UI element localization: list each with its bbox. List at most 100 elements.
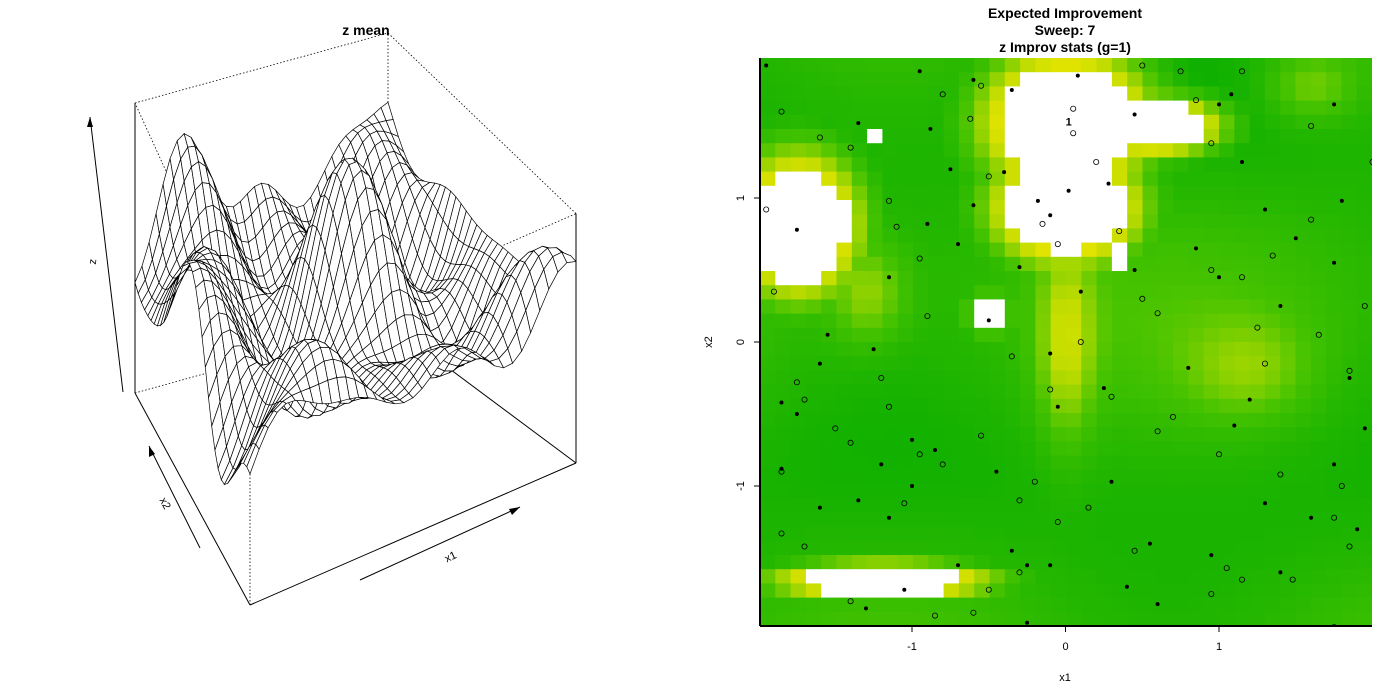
heatmap-cell bbox=[1188, 58, 1205, 73]
heatmap-cell bbox=[1081, 441, 1098, 457]
heatmap-cell bbox=[1356, 356, 1372, 371]
heatmap-cell bbox=[1203, 413, 1220, 428]
heatmap-point-filled bbox=[817, 505, 822, 510]
heatmap-cell bbox=[897, 214, 914, 229]
heatmap-point-filled bbox=[1309, 515, 1314, 520]
heatmap-cell bbox=[1219, 611, 1235, 626]
heatmap-cell bbox=[805, 342, 822, 357]
heatmap-cell bbox=[943, 555, 960, 570]
heatmap-cell bbox=[1356, 498, 1372, 513]
heatmap-cell bbox=[1219, 143, 1235, 158]
heatmap-cell bbox=[1081, 427, 1098, 442]
heatmap-cell bbox=[1004, 129, 1021, 144]
heatmap-cell bbox=[897, 555, 914, 570]
heatmap-cell bbox=[1310, 384, 1327, 400]
heatmap-cell bbox=[1096, 58, 1113, 73]
heatmap-cell bbox=[1142, 427, 1159, 442]
heatmap-cell bbox=[790, 441, 807, 457]
heatmap-cell bbox=[1203, 569, 1220, 584]
heatmap-cell bbox=[1188, 256, 1205, 272]
surface-title: z mean bbox=[342, 22, 389, 38]
heatmap-cell bbox=[775, 313, 792, 329]
heatmap-cell bbox=[974, 512, 991, 528]
heatmap-cell bbox=[943, 114, 960, 130]
heatmap-cell bbox=[867, 555, 883, 570]
heatmap-cell bbox=[958, 370, 975, 386]
heatmap-cell bbox=[897, 455, 914, 471]
heatmap-cell bbox=[1066, 398, 1082, 414]
heatmap-point-open bbox=[1308, 216, 1315, 223]
heatmap-point-filled bbox=[1132, 268, 1137, 272]
heatmap-cell bbox=[897, 413, 914, 428]
heatmap-cell bbox=[882, 100, 899, 116]
heatmap-cell bbox=[1234, 469, 1251, 485]
heatmap-cell bbox=[1050, 313, 1067, 329]
heatmap-cell bbox=[1004, 370, 1021, 386]
heatmap-cell bbox=[760, 228, 776, 244]
heatmap-point-open bbox=[978, 432, 985, 439]
heatmap-cell bbox=[1066, 583, 1082, 599]
heatmap-cell bbox=[1264, 398, 1281, 414]
heatmap-cell bbox=[836, 114, 853, 130]
heatmap-cell bbox=[913, 583, 929, 599]
heatmap-cell bbox=[867, 86, 883, 102]
heatmap-cell bbox=[1264, 469, 1281, 485]
heatmap-cell bbox=[1111, 342, 1128, 357]
heatmap-cell bbox=[1188, 597, 1205, 613]
heatmap-cell bbox=[1081, 498, 1098, 513]
heatmap-cell bbox=[1219, 555, 1235, 570]
heatmap-cell bbox=[943, 611, 960, 626]
heatmap-cell bbox=[1127, 611, 1144, 626]
heatmap-cell bbox=[1066, 597, 1082, 613]
heatmap-cell bbox=[821, 512, 838, 528]
heatmap-cell bbox=[790, 242, 807, 258]
heatmap-cell bbox=[790, 228, 807, 244]
heatmap-cell bbox=[1142, 469, 1159, 485]
heatmap-cell bbox=[928, 540, 945, 556]
heatmap-cell bbox=[1203, 384, 1220, 400]
heatmap-cell bbox=[775, 455, 792, 471]
heatmap-cell bbox=[1004, 228, 1021, 244]
heatmap-cell bbox=[989, 356, 1006, 371]
heatmap-cell bbox=[1066, 299, 1082, 315]
heatmap-cell bbox=[897, 72, 914, 87]
heatmap-cell bbox=[851, 256, 868, 272]
heatmap-cell bbox=[1127, 455, 1144, 471]
heatmap-cell bbox=[821, 114, 838, 130]
heatmap-cell bbox=[790, 86, 807, 102]
heatmap-cell bbox=[1295, 569, 1312, 584]
heatmap-cell bbox=[1264, 370, 1281, 386]
heatmap-cell bbox=[1341, 427, 1358, 442]
heatmap-cell bbox=[1004, 455, 1021, 471]
heatmap-cell bbox=[1127, 129, 1144, 144]
heatmap-cell bbox=[1035, 597, 1052, 613]
heatmap-cell bbox=[1203, 143, 1220, 158]
heatmap-cell bbox=[1111, 427, 1128, 442]
heatmap-cell bbox=[943, 242, 960, 258]
heatmap-cell bbox=[1142, 285, 1159, 300]
heatmap-point-open bbox=[763, 206, 770, 213]
heatmap-cell bbox=[913, 157, 929, 173]
heatmap-cell bbox=[1249, 611, 1266, 626]
heatmap-cell bbox=[1188, 398, 1205, 414]
heatmap-cell bbox=[1310, 555, 1327, 570]
heatmap-cell bbox=[1341, 58, 1358, 73]
heatmap-cell bbox=[1004, 498, 1021, 513]
heatmap-cell bbox=[1050, 597, 1067, 613]
heatmap-cell bbox=[821, 242, 838, 258]
heatmap-cell bbox=[1188, 327, 1205, 343]
heatmap-cell bbox=[1173, 228, 1189, 244]
heatmap-cell bbox=[1081, 327, 1098, 343]
heatmap-cell bbox=[1188, 228, 1205, 244]
heatmap-cell bbox=[974, 200, 991, 215]
heatmap-point-open bbox=[1216, 451, 1223, 458]
heatmap-cell bbox=[1310, 72, 1327, 87]
heatmap-cell bbox=[1173, 342, 1189, 357]
heatmap-cell bbox=[974, 455, 991, 471]
heatmap-cell bbox=[974, 214, 991, 229]
heatmap-cell bbox=[851, 242, 868, 258]
heatmap-cell bbox=[1264, 455, 1281, 471]
heatmap-point-filled bbox=[1009, 548, 1014, 553]
heatmap-cell bbox=[775, 441, 792, 457]
heatmap-cell bbox=[974, 271, 991, 286]
